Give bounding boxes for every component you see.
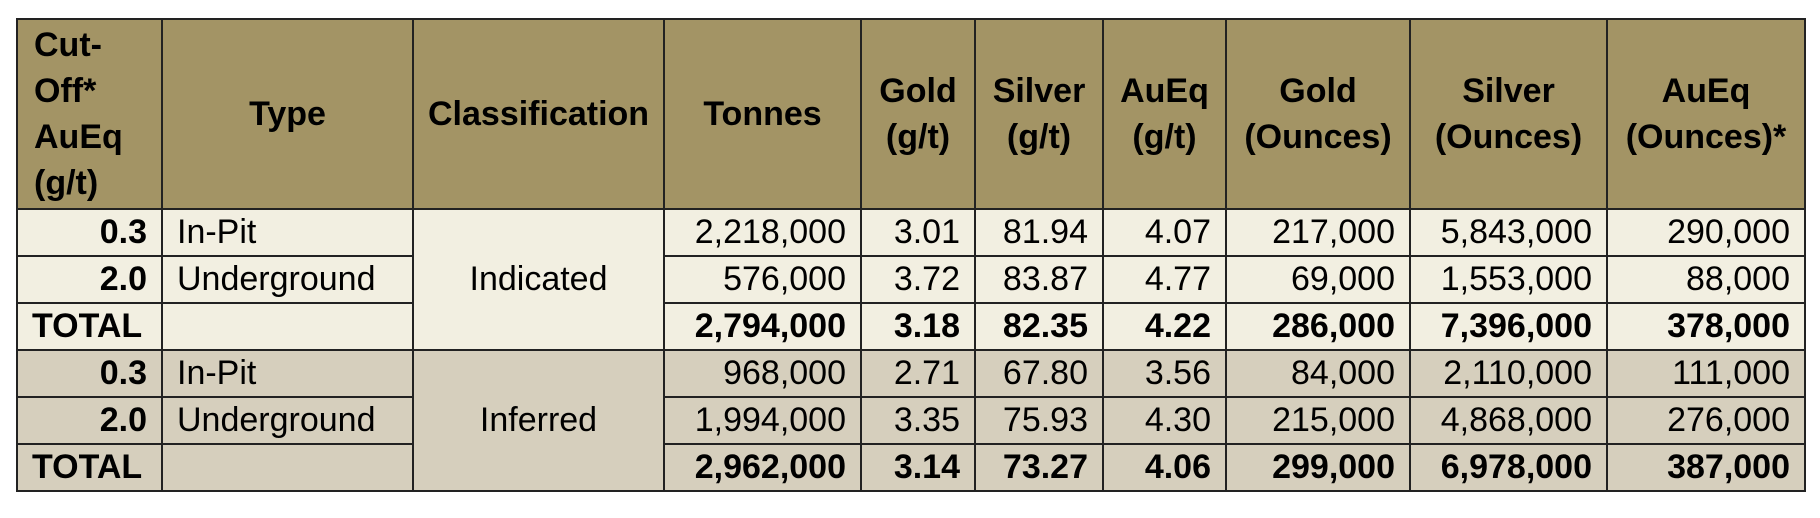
silver-grade-cell: 83.87 (974, 255, 1104, 304)
header-aueq-grade: AuEq (g/t) (1102, 18, 1227, 210)
gold-grade-cell: 3.14 (860, 443, 976, 492)
table-row: 2.0 Underground 576,000 3.72 83.87 4.77 … (16, 255, 1806, 304)
tonnes-cell: 2,218,000 (663, 208, 862, 257)
indicated-group: 0.3 In-Pit Indicated 2,218,000 3.01 81.9… (16, 208, 1806, 351)
type-cell: In-Pit (161, 349, 414, 398)
classification-cell: Indicated (412, 208, 665, 351)
silver-ounces-cell: 2,110,000 (1409, 349, 1608, 398)
gold-ounces-cell: 299,000 (1225, 443, 1411, 492)
cutoff-cell: TOTAL (16, 443, 163, 492)
type-cell: In-Pit (161, 208, 414, 257)
inferred-group: 0.3 In-Pit Inferred 968,000 2.71 67.80 3… (16, 349, 1806, 492)
table-header: Cut-Off* AuEq (g/t) Type Classification … (16, 18, 1806, 210)
gold-grade-cell: 3.01 (860, 208, 976, 257)
cutoff-cell: 2.0 (16, 255, 163, 304)
table-row: 2.0 Underground 1,994,000 3.35 75.93 4.3… (16, 396, 1806, 445)
header-aueq-ounces: AuEq (Ounces)* (1606, 18, 1806, 210)
tonnes-cell: 2,962,000 (663, 443, 862, 492)
cutoff-cell: 2.0 (16, 396, 163, 445)
gold-ounces-cell: 215,000 (1225, 396, 1411, 445)
header-cutoff: Cut-Off* AuEq (g/t) (16, 18, 163, 210)
type-cell: Underground (161, 396, 414, 445)
cutoff-cell: TOTAL (16, 302, 163, 351)
gold-ounces-cell: 217,000 (1225, 208, 1411, 257)
tonnes-cell: 576,000 (663, 255, 862, 304)
header-type: Type (161, 18, 414, 210)
silver-ounces-cell: 4,868,000 (1409, 396, 1608, 445)
header-tonnes: Tonnes (663, 18, 862, 210)
type-cell (161, 302, 414, 351)
aueq-grade-cell: 4.77 (1102, 255, 1227, 304)
gold-ounces-cell: 84,000 (1225, 349, 1411, 398)
silver-grade-cell: 67.80 (974, 349, 1104, 398)
silver-grade-cell: 82.35 (974, 302, 1104, 351)
tonnes-cell: 968,000 (663, 349, 862, 398)
aueq-ounces-cell: 387,000 (1606, 443, 1806, 492)
aueq-ounces-cell: 276,000 (1606, 396, 1806, 445)
gold-grade-cell: 2.71 (860, 349, 976, 398)
header-gold-ounces: Gold (Ounces) (1225, 18, 1411, 210)
silver-ounces-cell: 1,553,000 (1409, 255, 1608, 304)
aueq-grade-cell: 4.22 (1102, 302, 1227, 351)
total-row: TOTAL 2,794,000 3.18 82.35 4.22 286,000 … (16, 302, 1806, 351)
resource-table-container: Cut-Off* AuEq (g/t) Type Classification … (16, 18, 1806, 492)
header-silver-ounces: Silver (Ounces) (1409, 18, 1608, 210)
silver-grade-cell: 81.94 (974, 208, 1104, 257)
silver-ounces-cell: 7,396,000 (1409, 302, 1608, 351)
mineral-resource-table: Cut-Off* AuEq (g/t) Type Classification … (16, 18, 1806, 492)
aueq-ounces-cell: 88,000 (1606, 255, 1806, 304)
cutoff-cell: 0.3 (16, 349, 163, 398)
header-classification: Classification (412, 18, 665, 210)
cutoff-cell: 0.3 (16, 208, 163, 257)
total-row: TOTAL 2,962,000 3.14 73.27 4.06 299,000 … (16, 443, 1806, 492)
gold-grade-cell: 3.72 (860, 255, 976, 304)
aueq-grade-cell: 4.06 (1102, 443, 1227, 492)
gold-grade-cell: 3.18 (860, 302, 976, 351)
aueq-ounces-cell: 111,000 (1606, 349, 1806, 398)
header-gold-grade: Gold (g/t) (860, 18, 976, 210)
silver-grade-cell: 73.27 (974, 443, 1104, 492)
gold-ounces-cell: 69,000 (1225, 255, 1411, 304)
aueq-grade-cell: 3.56 (1102, 349, 1227, 398)
silver-ounces-cell: 6,978,000 (1409, 443, 1608, 492)
classification-cell: Inferred (412, 349, 665, 492)
aueq-grade-cell: 4.30 (1102, 396, 1227, 445)
tonnes-cell: 2,794,000 (663, 302, 862, 351)
header-row: Cut-Off* AuEq (g/t) Type Classification … (16, 18, 1806, 210)
aueq-grade-cell: 4.07 (1102, 208, 1227, 257)
aueq-ounces-cell: 290,000 (1606, 208, 1806, 257)
tonnes-cell: 1,994,000 (663, 396, 862, 445)
silver-ounces-cell: 5,843,000 (1409, 208, 1608, 257)
type-cell: Underground (161, 255, 414, 304)
gold-ounces-cell: 286,000 (1225, 302, 1411, 351)
header-silver-grade: Silver (g/t) (974, 18, 1104, 210)
table-row: 0.3 In-Pit Inferred 968,000 2.71 67.80 3… (16, 349, 1806, 492)
aueq-ounces-cell: 378,000 (1606, 302, 1806, 351)
silver-grade-cell: 75.93 (974, 396, 1104, 445)
gold-grade-cell: 3.35 (860, 396, 976, 445)
table-row: 0.3 In-Pit Indicated 2,218,000 3.01 81.9… (16, 208, 1806, 351)
type-cell (161, 443, 414, 492)
